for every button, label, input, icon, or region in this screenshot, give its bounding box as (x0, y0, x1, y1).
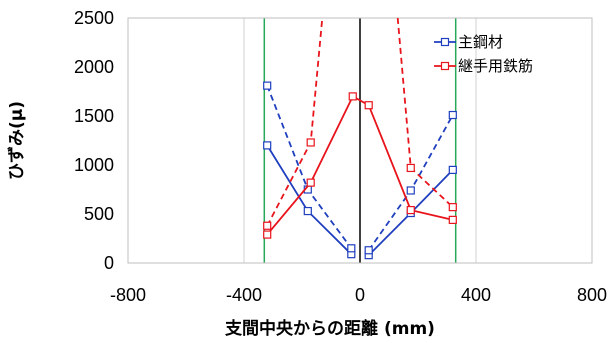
data-point-marker (263, 221, 272, 230)
plot-area-frame (127, 17, 593, 264)
data-point-marker (348, 92, 357, 101)
x-tick-label: 0 (355, 285, 365, 305)
data-point-marker (448, 165, 457, 174)
data-point-marker (448, 203, 457, 212)
data-point-marker (303, 206, 312, 216)
series-layer (263, 18, 457, 260)
series-line (266, 18, 324, 227)
y-tick-label: 500 (84, 204, 114, 224)
legend-label: 主鋼材 (458, 33, 503, 51)
data-point-marker (406, 186, 415, 195)
series-5 (263, 18, 324, 230)
y-tick-label: 1500 (74, 106, 114, 126)
x-tick-labels: -800 -400 0 400 800 (110, 285, 607, 305)
data-point-marker (364, 246, 373, 255)
series-1 (263, 81, 356, 253)
legend-swatch-marker (440, 61, 450, 71)
y-tick-label: 1000 (74, 155, 114, 175)
series-6 (396, 18, 457, 212)
data-point-marker (263, 230, 272, 239)
x-tick-label: 400 (461, 285, 491, 305)
y-axis-label: ひずみ(μ) (7, 101, 27, 180)
data-point-marker (263, 81, 272, 90)
data-point-marker (448, 110, 457, 120)
data-point-marker (306, 178, 315, 187)
data-point-marker (364, 101, 373, 110)
series-line (266, 144, 352, 255)
data-point-marker (263, 141, 272, 150)
x-tick-label: 800 (577, 285, 607, 305)
series-3 (364, 110, 457, 255)
data-point-marker (448, 215, 457, 224)
legend-swatch-marker (440, 37, 450, 47)
data-point-marker (406, 163, 415, 173)
y-tick-label: 2000 (74, 57, 114, 77)
data-point-marker (306, 138, 315, 147)
series-line (266, 95, 454, 236)
x-axis-label: 支間中央からの距離 (mm) (225, 318, 435, 339)
reference-lines (263, 18, 457, 263)
data-point-marker (347, 244, 356, 253)
legend-label: 継手用鉄筋 (458, 57, 533, 75)
x-tick-label: -400 (226, 285, 262, 305)
y-tick-label: 2500 (74, 8, 114, 28)
x-tick-label: -800 (110, 285, 146, 305)
series-0 (263, 141, 356, 259)
y-tick-labels: 0 500 1000 1500 2000 2500 (74, 8, 114, 273)
data-point-marker (406, 205, 415, 215)
y-tick-label: 0 (104, 253, 114, 273)
series-4 (263, 92, 457, 239)
